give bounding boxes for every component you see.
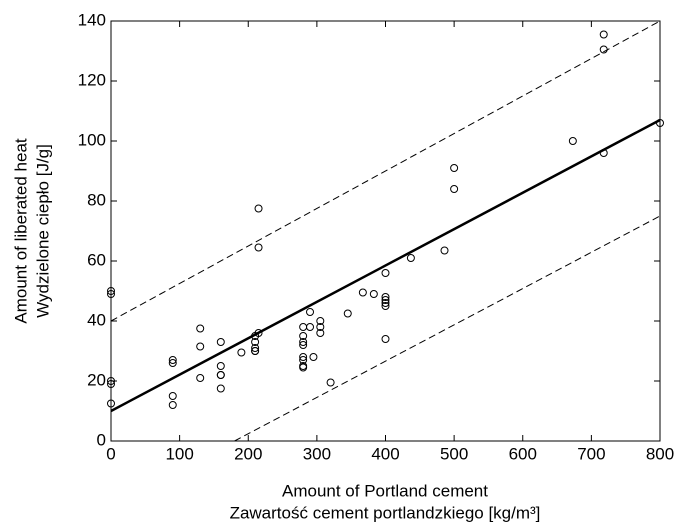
y-axis-label: Wydzielone ciepło [J/g] <box>33 144 52 318</box>
x-tick-label: 700 <box>577 444 605 463</box>
scatter-point <box>216 362 225 370</box>
scatter-point <box>299 323 308 331</box>
prediction-band <box>110 20 661 322</box>
scatter-point <box>299 363 308 372</box>
scatter-point <box>251 344 260 352</box>
scatter-point <box>326 378 335 387</box>
scatter-point <box>168 356 177 364</box>
y-tick-label: 60 <box>87 250 106 269</box>
scatter-point <box>381 269 390 277</box>
scatter-point <box>316 329 325 337</box>
scatter-point <box>381 302 390 310</box>
scatter-point <box>316 317 325 325</box>
scatter-point <box>216 384 225 393</box>
scatter-point <box>254 329 263 337</box>
x-tick-label: 300 <box>303 444 331 463</box>
scatter-point <box>381 299 390 307</box>
x-tick-label: 500 <box>440 444 468 463</box>
y-tick-label: 120 <box>78 70 106 89</box>
scatter-point <box>306 308 315 316</box>
scatter-point <box>309 353 318 361</box>
y-tick-label: 100 <box>78 130 106 149</box>
scatter-point <box>168 392 177 400</box>
scatter-point <box>216 371 225 379</box>
x-axis-label: Amount of Portland cement <box>282 481 488 500</box>
y-tick-label: 140 <box>78 10 106 29</box>
y-tick-label: 20 <box>87 370 106 389</box>
scatter-point <box>299 353 308 361</box>
scatter-point <box>216 338 225 346</box>
scatter-point <box>406 254 415 262</box>
regression-line <box>110 118 661 413</box>
scatter-point <box>107 380 115 388</box>
scatter-point <box>107 377 115 385</box>
scatter-point <box>450 185 459 193</box>
scatter-point <box>381 296 390 304</box>
y-tick-label: 40 <box>87 310 106 329</box>
scatter-point <box>196 342 205 351</box>
y-tick-label: 0 <box>97 430 106 449</box>
plot-frame <box>110 20 661 442</box>
prediction-band <box>234 215 661 442</box>
scatter-point <box>381 293 390 301</box>
y-axis-label: Amount of liberated heat <box>11 138 30 324</box>
scatter-point <box>306 323 315 331</box>
scatter-point <box>568 137 577 145</box>
scatter-point <box>299 338 308 346</box>
scatter-point <box>107 287 115 295</box>
scatter-point <box>599 30 608 39</box>
scatter-point <box>196 324 205 333</box>
x-tick-label: 800 <box>646 444 674 463</box>
scatter-point <box>254 204 263 213</box>
scatter-point <box>299 341 308 349</box>
x-tick-label: 600 <box>509 444 537 463</box>
scatter-point <box>299 332 308 340</box>
scatter-point <box>440 246 449 255</box>
scatter-point <box>107 290 115 298</box>
scatter-point <box>107 399 115 408</box>
scatter-point <box>381 335 390 343</box>
scatter-point <box>358 288 367 297</box>
scatter-point <box>254 243 263 252</box>
scatter-point <box>251 347 260 355</box>
scatter-point <box>168 359 177 367</box>
scatter-point <box>196 374 205 382</box>
scatter-point <box>450 164 459 172</box>
x-tick-label: 200 <box>234 444 262 463</box>
scatter-point <box>343 309 352 318</box>
scatter-point <box>369 290 378 298</box>
x-axis-label: Zawartość cement portlandzkiego [kg/m³] <box>230 503 541 522</box>
scatter-point <box>237 348 246 357</box>
x-tick-label: 100 <box>165 444 193 463</box>
scatter-point <box>168 401 177 409</box>
scatter-point <box>316 323 325 331</box>
x-tick-label: 0 <box>106 444 115 463</box>
x-tick-label: 400 <box>371 444 399 463</box>
y-tick-label: 80 <box>87 190 106 209</box>
scatter-point <box>251 338 260 346</box>
